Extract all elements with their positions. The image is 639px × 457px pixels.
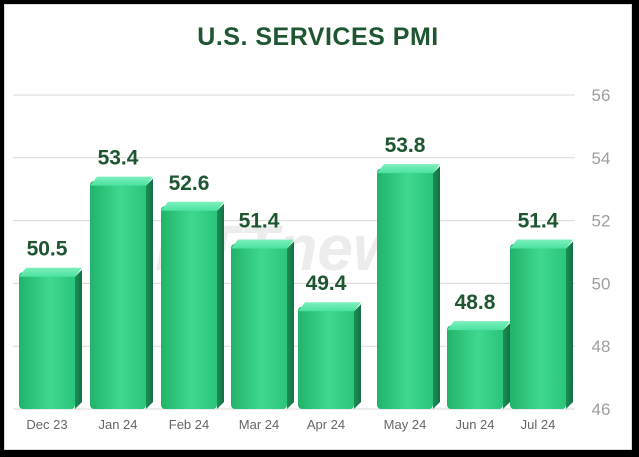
bar-top xyxy=(231,239,294,249)
bar-top xyxy=(90,176,153,186)
bar-front xyxy=(298,306,354,409)
bar-top xyxy=(19,267,82,277)
bar xyxy=(19,267,82,409)
bar-top xyxy=(298,302,361,312)
bar-side xyxy=(287,241,294,409)
y-tick-label: 50 xyxy=(592,274,611,293)
bar-top xyxy=(377,164,440,174)
data-label: 51.4 xyxy=(239,209,280,232)
y-tick-label: 48 xyxy=(592,337,611,356)
data-label: 51.4 xyxy=(518,209,559,232)
bar-front xyxy=(377,168,433,409)
bar xyxy=(161,201,224,409)
x-tick-label: Dec 23 xyxy=(26,417,67,432)
bar xyxy=(231,239,294,409)
data-label: 52.6 xyxy=(169,172,210,195)
bar-front xyxy=(90,181,146,409)
bar xyxy=(377,164,440,409)
data-label: 48.8 xyxy=(455,291,496,314)
x-tick-label: Jun 24 xyxy=(455,417,494,432)
bar-front xyxy=(19,272,75,409)
y-tick-label: 46 xyxy=(592,400,611,419)
data-label: 53.8 xyxy=(385,134,426,157)
bar-front xyxy=(510,243,566,409)
y-tick-label: 56 xyxy=(592,86,611,105)
data-label: 53.4 xyxy=(98,147,139,170)
bar-side xyxy=(566,241,573,409)
bar-top xyxy=(510,239,573,249)
x-tick-label: Mar 24 xyxy=(239,417,279,432)
bar xyxy=(90,176,153,409)
y-tick-label: 52 xyxy=(592,212,611,231)
chart-frame: U.S. SERVICES PMI RTTnews 46 48 50 52 54 56 5… xyxy=(4,4,632,450)
bar-side xyxy=(217,203,224,409)
bar-front xyxy=(161,206,217,409)
chart-title: U.S. SERVICES PMI xyxy=(197,23,439,51)
bar-side xyxy=(433,166,440,409)
bar xyxy=(447,321,510,409)
x-tick-label: May 24 xyxy=(384,417,427,432)
x-tick-label: Jul 24 xyxy=(521,417,556,432)
bar-side xyxy=(354,304,361,409)
bar-top xyxy=(447,321,510,331)
y-tick-label: 54 xyxy=(592,149,611,168)
bar-front xyxy=(447,325,503,409)
bar-side xyxy=(146,178,153,409)
bar xyxy=(510,239,573,409)
data-label: 49.4 xyxy=(306,272,347,295)
bar-top xyxy=(161,201,224,211)
data-label: 50.5 xyxy=(27,238,68,261)
x-tick-label: Feb 24 xyxy=(169,417,209,432)
bar xyxy=(298,302,361,409)
bar-front xyxy=(231,243,287,409)
x-tick-label: Apr 24 xyxy=(307,417,345,432)
bar-side xyxy=(75,269,82,409)
x-tick-label: Jan 24 xyxy=(98,417,137,432)
bar-side xyxy=(503,323,510,409)
